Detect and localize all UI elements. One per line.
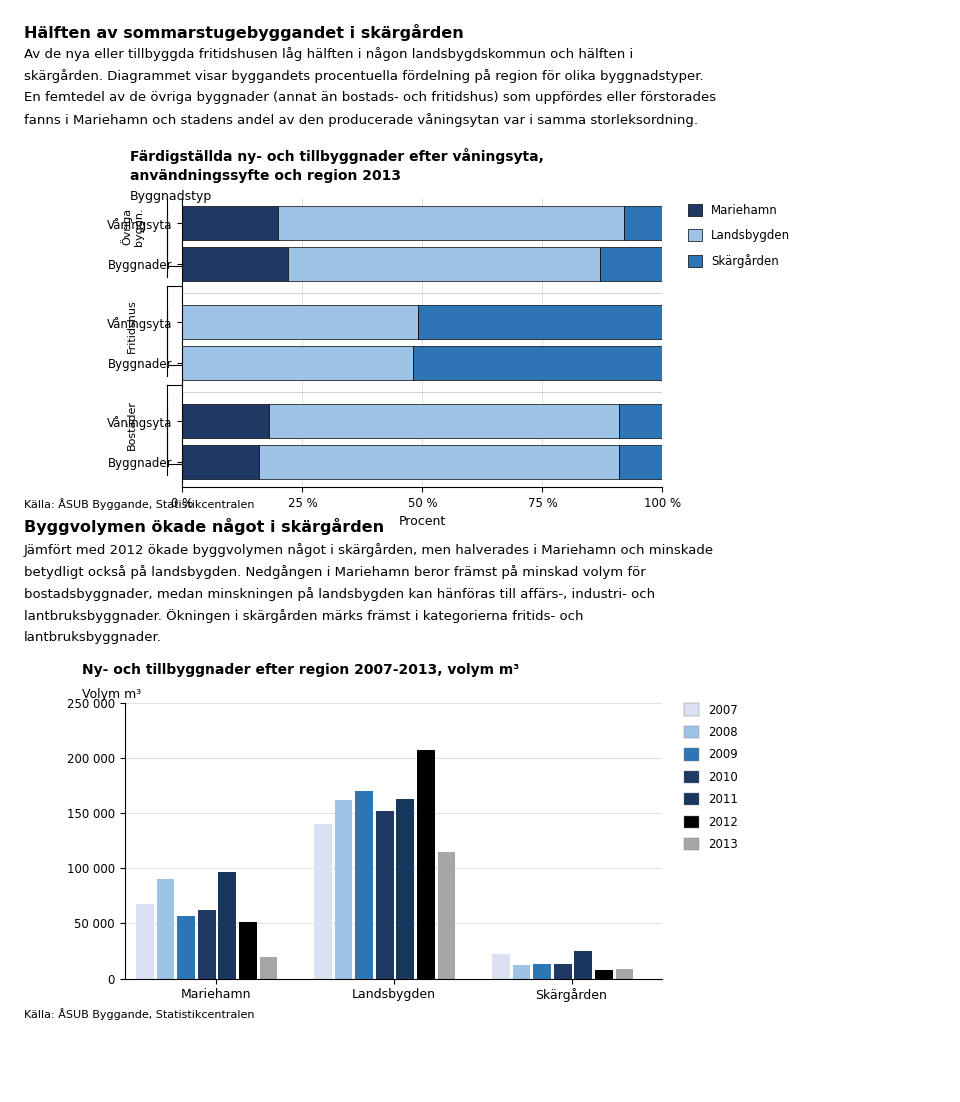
Text: lantbruksbyggnader.: lantbruksbyggnader. <box>24 631 162 645</box>
Bar <box>413 346 662 380</box>
Text: Volym m³: Volym m³ <box>82 688 141 701</box>
Bar <box>182 248 288 281</box>
Bar <box>182 445 259 479</box>
Text: betydligt också på landsbygden. Nedgången i Mariehamn beror främst på minskad vo: betydligt också på landsbygden. Nedgånge… <box>24 565 646 580</box>
Text: Fritidshus: Fritidshus <box>127 299 137 353</box>
Bar <box>269 404 619 437</box>
Bar <box>288 248 600 281</box>
Text: Källa: ÅSUB Byggande, Statistikcentralen: Källa: ÅSUB Byggande, Statistikcentralen <box>24 498 254 510</box>
Text: Källa: ÅSUB Byggande, Statistikcentralen: Källa: ÅSUB Byggande, Statistikcentralen <box>24 1008 254 1020</box>
Text: Hälften av sommarstugebyggandet i skärgården: Hälften av sommarstugebyggandet i skärgå… <box>24 24 464 41</box>
Bar <box>314 824 332 979</box>
Bar <box>624 206 662 240</box>
Bar <box>533 964 551 979</box>
Legend: 2007, 2008, 2009, 2010, 2011, 2012, 2013: 2007, 2008, 2009, 2010, 2011, 2012, 2013 <box>684 703 738 852</box>
Text: fanns i Mariehamn och stadens andel av den producerade våningsytan var i samma s: fanns i Mariehamn och stadens andel av d… <box>24 114 698 128</box>
Text: lantbruksbyggnader. Ökningen i skärgården märks främst i kategorierna fritids- o: lantbruksbyggnader. Ökningen i skärgårde… <box>24 609 584 624</box>
Text: Övriga
byggn.: Övriga byggn. <box>120 207 144 246</box>
Text: Bostäder: Bostäder <box>127 400 137 450</box>
Bar <box>574 951 592 979</box>
Bar <box>492 954 510 979</box>
Bar <box>239 922 257 979</box>
Text: skärgården. Diagrammet visar byggandets procentuella fördelning på region för ol: skärgården. Diagrammet visar byggandets … <box>24 69 704 84</box>
Text: Jämfört med 2012 ökade byggvolymen något i skärgården, men halverades i Marieham: Jämfört med 2012 ökade byggvolymen något… <box>24 543 714 558</box>
Bar <box>396 799 414 979</box>
Text: En femtedel av de övriga byggnader (annat än bostads- och fritidshus) som uppför: En femtedel av de övriga byggnader (anna… <box>24 91 716 105</box>
Text: Byggnadstyp: Byggnadstyp <box>130 190 212 203</box>
Bar <box>355 791 373 979</box>
Bar <box>619 404 662 437</box>
Bar <box>182 404 269 437</box>
Bar <box>615 969 634 979</box>
Text: Byggvolymen ökade något i skärgården: Byggvolymen ökade något i skärgården <box>24 518 384 534</box>
Bar <box>600 248 662 281</box>
X-axis label: Procent: Procent <box>398 516 446 528</box>
Text: bostadsbyggnader, medan minskningen på landsbygden kan hänföras till affärs-, in: bostadsbyggnader, medan minskningen på l… <box>24 587 655 602</box>
Bar <box>182 346 413 380</box>
Bar <box>178 916 195 979</box>
Bar <box>219 872 236 979</box>
Text: Av de nya eller tillbyggda fritidshusen låg hälften i någon landsbygdskommun och: Av de nya eller tillbyggda fritidshusen … <box>24 47 634 62</box>
Bar <box>182 305 418 339</box>
Bar <box>375 811 394 979</box>
Bar <box>278 206 624 240</box>
Legend: Mariehamn, Landsbygden, Skärgården: Mariehamn, Landsbygden, Skärgården <box>687 204 790 268</box>
Bar <box>182 206 278 240</box>
Bar <box>619 445 662 479</box>
Bar <box>595 970 612 979</box>
Bar <box>335 800 352 979</box>
Text: användningssyfte och region 2013: användningssyfte och region 2013 <box>130 169 400 183</box>
Bar <box>259 445 619 479</box>
Bar <box>513 965 530 979</box>
Text: Ny- och tillbyggnader efter region 2007-2013, volym m³: Ny- och tillbyggnader efter region 2007-… <box>82 663 518 678</box>
Bar <box>417 750 435 979</box>
Bar <box>136 904 154 979</box>
Bar <box>438 852 455 979</box>
Bar <box>259 957 277 979</box>
Text: Färdigställda ny- och tillbyggnader efter våningsyta,: Färdigställda ny- och tillbyggnader efte… <box>130 148 543 164</box>
Bar <box>156 879 175 979</box>
Bar <box>418 305 662 339</box>
Bar <box>554 964 571 979</box>
Bar <box>198 910 216 979</box>
